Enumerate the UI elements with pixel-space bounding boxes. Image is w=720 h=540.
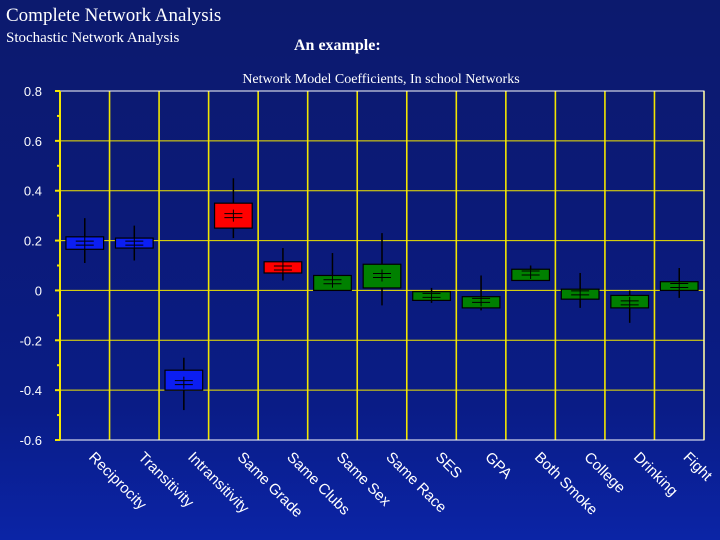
box-ses <box>412 287 451 303</box>
x-tick-label: GPA <box>481 449 515 483</box>
y-tick-label: -0.4 <box>20 383 42 398</box>
box-same-sex <box>313 253 352 292</box>
y-axis: 0.8 0.6 0.4 0.2 0 -0.2 -0.4 -0.6 <box>20 84 61 448</box>
slide-title: Complete Network Analysis <box>6 5 222 26</box>
x-tick-label: Drinking <box>630 449 681 500</box>
x-tick-label: Fight <box>680 449 716 485</box>
y-tick-label: 0.8 <box>24 84 42 99</box>
boxes <box>65 178 699 411</box>
chart-title: Network Model Coefficients, In school Ne… <box>242 72 519 87</box>
x-tick-label: College <box>581 449 629 497</box>
box-college <box>560 272 600 308</box>
y-tick-label: -0.2 <box>20 333 42 348</box>
box-intransitivity <box>164 357 204 411</box>
box-fight <box>659 267 699 298</box>
box-transitivity <box>114 225 154 261</box>
y-tick-label: -0.6 <box>20 433 42 448</box>
y-tick-label: 0.2 <box>24 234 42 249</box>
box-same-clubs <box>263 248 303 281</box>
y-tick-label: 0 <box>35 283 42 298</box>
box-both-smoke <box>511 265 551 282</box>
box-drinking <box>610 290 650 323</box>
example-label: An example: <box>294 37 381 54</box>
box-gpa <box>461 275 501 311</box>
x-axis: ReciprocityTransitivityIntransitivitySam… <box>85 449 716 521</box>
y-tick-label: 0.6 <box>24 134 42 149</box>
box-reciprocity <box>65 218 105 264</box>
box-same-race <box>362 233 402 306</box>
box-same-grade <box>213 178 253 239</box>
x-tick-label: SES <box>432 449 465 482</box>
y-tick-label: 0.4 <box>24 184 42 199</box>
slide-subtitle: Stochastic Network Analysis <box>6 30 180 46</box>
